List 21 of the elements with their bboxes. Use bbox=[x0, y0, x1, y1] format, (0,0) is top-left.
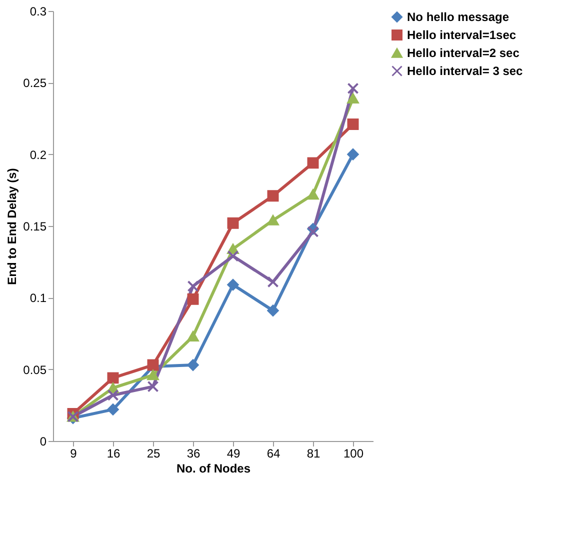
x-tick-label: 16 bbox=[106, 446, 120, 460]
x-tick-label: 25 bbox=[146, 446, 160, 460]
x-tick-label: 100 bbox=[343, 446, 364, 460]
y-tick-label: 0.05 bbox=[23, 362, 47, 377]
y-tick-label: 0.2 bbox=[30, 148, 47, 162]
x-tick-label: 9 bbox=[70, 446, 78, 460]
x-tick-label: 64 bbox=[266, 446, 280, 460]
legend-label: Hello interval= 3 sec bbox=[407, 64, 524, 78]
y-tick-label: 0.3 bbox=[30, 4, 47, 18]
x-tick-label: 81 bbox=[306, 446, 320, 460]
y-axis-title: End to End Delay (s) bbox=[5, 168, 20, 285]
y-tick-label: 0.1 bbox=[30, 291, 47, 306]
x-tick-label: 49 bbox=[226, 446, 240, 460]
y-tick-label: 0 bbox=[40, 434, 47, 448]
legend-label: Hello interval=2 sec bbox=[407, 46, 520, 60]
x-tick-label: 36 bbox=[186, 446, 200, 460]
x-axis-title: No. of Nodes bbox=[176, 462, 251, 476]
y-tick-label: 0.25 bbox=[23, 76, 47, 90]
legend-label: Hello interval=1sec bbox=[407, 28, 516, 42]
legend-label: No hello message bbox=[407, 10, 510, 24]
y-tick-label: 0.15 bbox=[23, 220, 47, 234]
